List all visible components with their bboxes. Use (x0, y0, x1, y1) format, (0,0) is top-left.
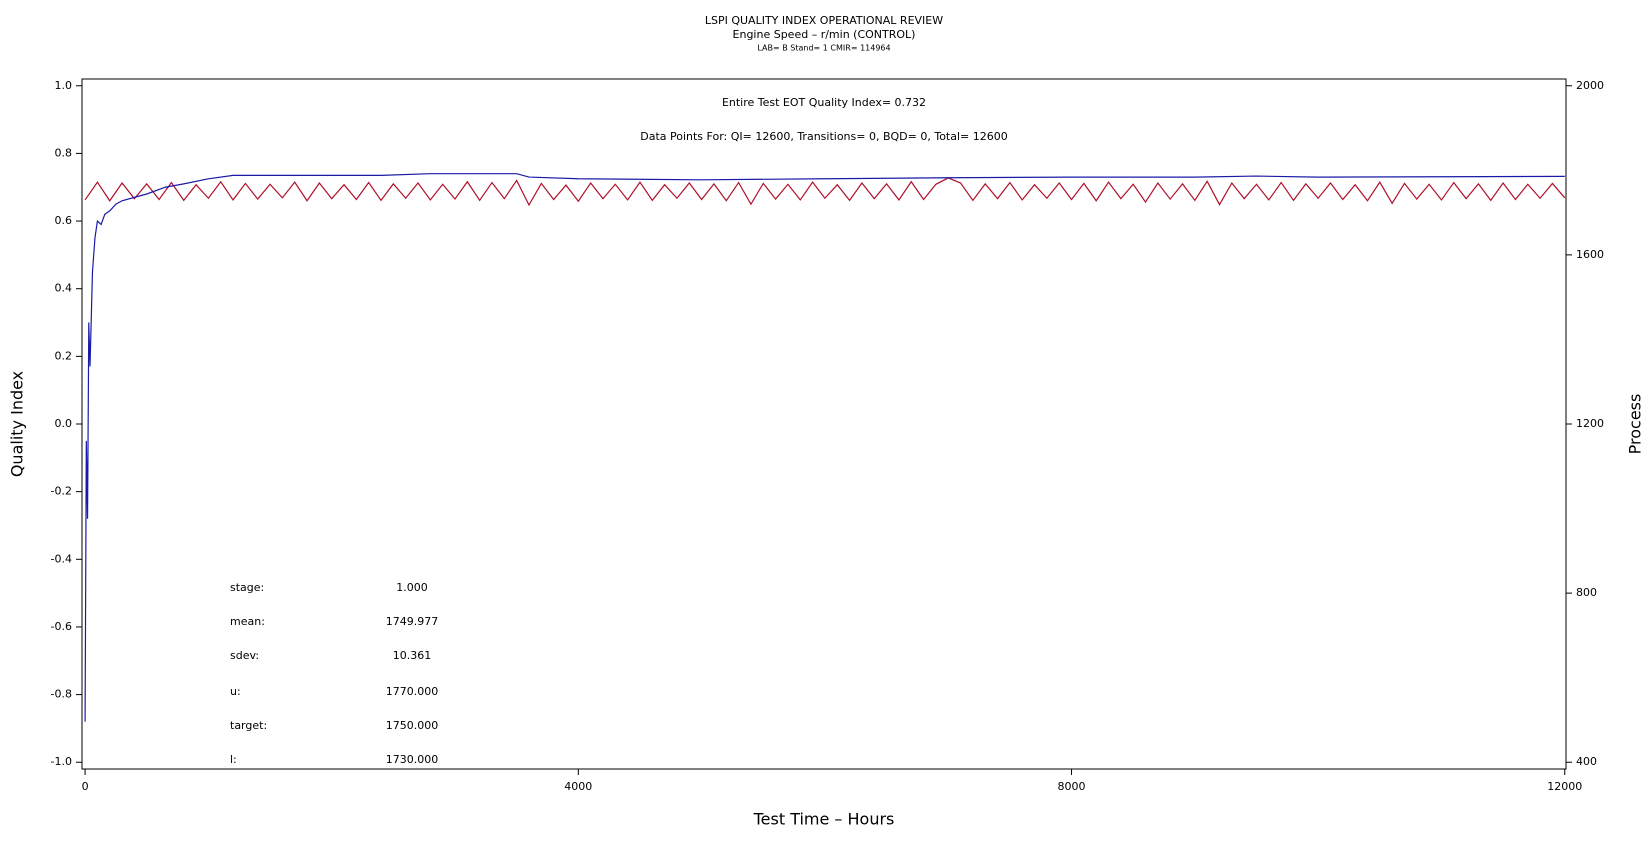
y2-tick-label: 400 (1576, 755, 1597, 768)
y2-tick-label: 1600 (1576, 248, 1604, 261)
stat-value: 1770.000 (386, 685, 439, 698)
y2-tick-label: 2000 (1576, 79, 1604, 92)
y2-tick-label: 1200 (1576, 417, 1604, 430)
y-tick-label: 1.0 (55, 79, 73, 92)
y-tick-label: 0.2 (55, 349, 73, 362)
stat-label: target: (230, 719, 267, 732)
stat-value: 1749.977 (386, 615, 439, 628)
y-tick-label: 0.4 (55, 282, 73, 295)
stat-label: sdev: (230, 649, 259, 662)
stat-label: l: (230, 753, 237, 766)
stat-value: 1.000 (396, 581, 428, 594)
y-tick-label: -0.4 (51, 552, 72, 565)
y-tick-label: -0.2 (51, 485, 72, 498)
stat-label: u: (230, 685, 241, 698)
y-tick-label: -0.6 (51, 620, 72, 633)
chart-subtitle-2: LAB= B Stand= 1 CMIR= 114964 (757, 44, 890, 53)
plot-frame (81, 78, 1567, 770)
stat-value: 1730.000 (386, 753, 439, 766)
chart-subtitle: Engine Speed – r/min (CONTROL) (733, 28, 916, 41)
x-tick-label: 8000 (1058, 780, 1086, 793)
stat-value: 10.361 (393, 649, 432, 662)
annotation: Entire Test EOT Quality Index= 0.732 (722, 96, 926, 109)
x-tick-label: 4000 (564, 780, 592, 793)
x-tick-label: 0 (82, 780, 89, 793)
y-tick-label: 0.0 (55, 417, 73, 430)
stat-label: mean: (230, 615, 265, 628)
y-tick-label: 0.6 (55, 214, 73, 227)
stat-value: 1750.000 (386, 719, 439, 732)
stat-label: stage: (230, 581, 264, 594)
data-line (84, 173, 1565, 722)
chart-title: LSPI QUALITY INDEX OPERATIONAL REVIEW (705, 14, 943, 27)
annotation: Data Points For: QI= 12600, Transitions=… (640, 130, 1008, 143)
x-axis-label: Test Time – Hours (753, 810, 895, 829)
y-tick-label: -0.8 (51, 688, 72, 701)
y-tick-label: 0.8 (55, 146, 73, 159)
y-tick-label: -1.0 (51, 755, 72, 768)
y2-axis-label: Process (1626, 394, 1645, 455)
y2-tick-label: 800 (1576, 586, 1597, 599)
data-line (84, 177, 1566, 207)
y-axis-label: Quality Index (8, 371, 27, 477)
x-tick-label: 12000 (1547, 780, 1582, 793)
